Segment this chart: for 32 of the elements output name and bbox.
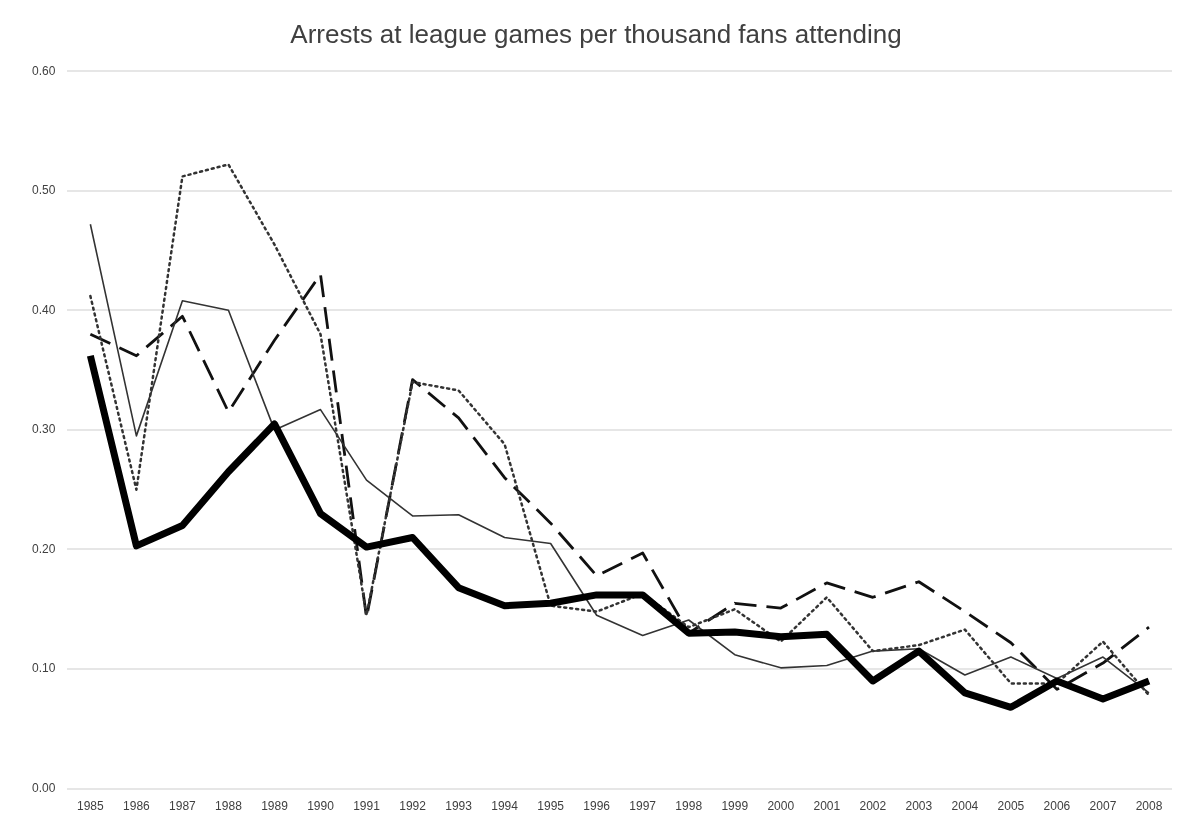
x-tick-label: 1987: [169, 799, 197, 814]
x-tick-label: 2007: [1089, 799, 1117, 814]
x-tick-label: 1989: [261, 799, 289, 814]
x-tick-label: 1992: [399, 799, 427, 814]
x-tick-label: 1994: [491, 799, 519, 814]
y-tick-label: 0.30: [32, 422, 56, 437]
x-tick-label: 1998: [675, 799, 703, 814]
x-tick-label: 2004: [951, 799, 979, 814]
y-tick-label: 0.50: [32, 183, 56, 198]
y-tick-label: 0.40: [32, 302, 56, 317]
x-tick-label: 1993: [445, 799, 473, 814]
y-tick-label: 0.10: [32, 661, 56, 676]
x-tick-label: 2005: [997, 799, 1025, 814]
x-tick-label: 2006: [1043, 799, 1071, 814]
x-tick-label: 1985: [77, 799, 105, 814]
y-tick-label: 0.20: [32, 541, 56, 556]
x-tick-label: 1999: [721, 799, 749, 814]
x-tick-label: 1988: [215, 799, 243, 814]
x-tick-label: 2008: [1135, 799, 1163, 814]
x-tick-label: 1995: [537, 799, 565, 814]
x-tick-label: 1990: [307, 799, 335, 814]
x-tick-label: 2001: [813, 799, 841, 814]
x-tick-label: 1996: [583, 799, 611, 814]
x-tick-label: 2002: [859, 799, 887, 814]
x-tick-label: 1986: [123, 799, 151, 814]
y-tick-label: 0.60: [32, 63, 56, 78]
y-tick-label: 0.00: [32, 780, 56, 795]
x-tick-label: 1991: [353, 799, 381, 814]
chart-title: Arrests at league games per thousand fans attending: [290, 18, 902, 49]
x-tick-label: 2003: [905, 799, 933, 814]
x-tick-label: 1997: [629, 799, 657, 814]
x-tick-label: 2000: [767, 799, 795, 814]
